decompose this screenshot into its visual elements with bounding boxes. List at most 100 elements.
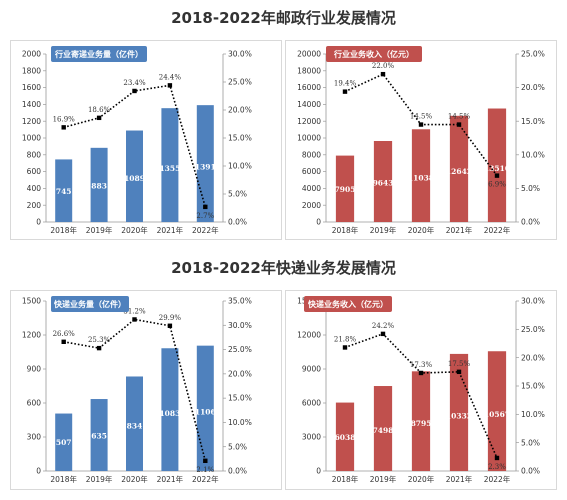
- growth-marker: [456, 122, 462, 127]
- left-axis-tick-label: 14000: [297, 100, 321, 109]
- section-title-express: 2018-2022年快递业务发展情况: [171, 259, 396, 277]
- left-axis-tick-label: 2000: [302, 201, 321, 210]
- growth-marker: [203, 204, 208, 210]
- bar: [126, 130, 143, 222]
- right-axis-tick-label: 30.0%: [228, 321, 252, 330]
- x-tick-label: 2022年: [192, 225, 219, 235]
- x-tick-label: 2022年: [484, 225, 511, 235]
- legend-box: [304, 296, 392, 312]
- growth-marker: [342, 345, 348, 350]
- growth-value-label: 2.3%: [488, 463, 506, 471]
- growth-value-label: 21.8%: [334, 335, 357, 343]
- legend-label: 快递业务收入（亿元）: [308, 299, 388, 309]
- growth-marker: [342, 89, 348, 94]
- bar-value-label: 1355: [159, 164, 180, 173]
- bar: [196, 345, 214, 471]
- bar: [487, 108, 507, 222]
- growth-marker: [132, 317, 137, 322]
- chart-svg-express-revenue: 030006000900012000150000.0%5.0%10.0%15.0…: [297, 296, 545, 484]
- left-axis-tick-label: 20000: [297, 50, 321, 59]
- growth-value-label: 17.5%: [448, 360, 471, 368]
- right-axis-tick-label: 5.0%: [521, 438, 540, 447]
- legend-label: 行业业务收入（亿元）: [333, 49, 414, 59]
- right-axis-tick-label: 10.0%: [521, 410, 545, 419]
- right-axis-tick-label: 15.0%: [521, 117, 545, 126]
- bar: [90, 399, 108, 471]
- growth-value-label: 25.3%: [88, 336, 111, 344]
- growth-marker: [418, 122, 424, 127]
- bar-value-label: 10332: [446, 411, 472, 420]
- left-axis-tick-label: 0: [316, 467, 321, 476]
- left-axis-tick-label: 0: [36, 218, 41, 227]
- left-axis-tick-label: 4000: [302, 184, 321, 193]
- bar: [373, 386, 393, 471]
- left-axis-tick-label: 18000: [297, 66, 321, 75]
- growth-value-label: 26.6%: [53, 330, 76, 338]
- x-tick-label: 2020年: [121, 474, 148, 484]
- right-axis-tick-label: 20.0%: [228, 106, 252, 115]
- left-axis-tick-label: 800: [27, 150, 42, 159]
- chart-express-volume: 0 300 600 900 1200 1500 0.0% 5.0% 10.0% 15.0% 20.0…: [10, 290, 282, 490]
- right-axis-tick-label: 25.0%: [228, 78, 252, 87]
- legend-label: 行业寄递业务量（亿件）: [54, 49, 143, 59]
- right-axis-tick-label: 30.0%: [521, 297, 545, 306]
- growth-value-label: 2.7%: [196, 212, 214, 220]
- growth-marker: [167, 83, 173, 88]
- right-axis-tick-label: 15.0%: [228, 134, 252, 143]
- bar-value-label: 10567: [484, 410, 510, 419]
- bar: [411, 371, 431, 471]
- left-axis-tick-label: 1400: [22, 100, 41, 109]
- right-axis-tick-label: 20.0%: [521, 83, 545, 92]
- growth-marker: [96, 345, 102, 351]
- growth-marker: [380, 71, 386, 77]
- x-tick-label: 2020年: [121, 225, 148, 235]
- growth-marker: [96, 115, 102, 121]
- right-axis-tick-label: 0.0%: [228, 467, 247, 476]
- growth-value-label: 24.4%: [159, 73, 182, 81]
- section-title-postal: 2018-2022年邮政行业发展情况: [171, 9, 396, 27]
- bar-value-label: 8795: [411, 419, 432, 428]
- right-axis-tick-label: 0.0%: [228, 218, 247, 227]
- bar: [161, 348, 179, 471]
- left-axis-tick-label: 1200: [22, 331, 41, 340]
- legend-label: 快递业务量（亿件）: [54, 299, 126, 309]
- growth-value-label: 29.9%: [159, 314, 182, 322]
- bar: [373, 140, 393, 222]
- growth-marker: [203, 458, 208, 463]
- left-axis-tick-label: 6000: [302, 167, 321, 176]
- bar-value-label: 7498: [373, 426, 394, 435]
- bar: [161, 108, 179, 222]
- bar: [55, 413, 73, 471]
- left-axis-tick-label: 8000: [302, 150, 321, 159]
- left-axis-tick-label: 12000: [297, 331, 321, 340]
- right-axis-tick-label: 5.0%: [228, 442, 247, 451]
- growth-value-label: 17.3%: [410, 361, 433, 369]
- right-axis-tick-label: 10.0%: [521, 150, 545, 159]
- x-tick-label: 2021年: [157, 225, 184, 235]
- right-axis-tick-label: 25.0%: [228, 345, 252, 354]
- right-axis-tick-label: 25.0%: [521, 50, 545, 59]
- right-axis-tick-label: 30.0%: [228, 50, 252, 59]
- x-tick-label: 2022年: [484, 474, 511, 484]
- growth-marker: [167, 323, 173, 328]
- chart-postal-volume: 0 200 400 600 800 1000 1200 1400 1600 1800 2000 0.0…: [10, 40, 282, 240]
- bar-value-label: 1391: [195, 162, 216, 171]
- growth-marker: [61, 339, 66, 344]
- growth-value-label: 23.4%: [123, 79, 146, 87]
- growth-value-label: 22.0%: [372, 62, 395, 70]
- growth-line: [63, 84, 207, 208]
- bar-value-label: 1106: [195, 408, 216, 417]
- left-axis-tick-label: 1800: [22, 66, 41, 75]
- growth-marker: [494, 455, 500, 461]
- growth-value-label: 16.9%: [53, 115, 76, 123]
- growth-value-label: 31.2%: [123, 307, 146, 315]
- left-axis-tick-label: 9000: [302, 365, 321, 374]
- growth-value-label: 2.1%: [196, 466, 214, 474]
- bar-value-label: 12642: [446, 167, 472, 176]
- left-axis-tick-label: 400: [27, 184, 42, 193]
- x-tick-label: 2019年: [370, 474, 397, 484]
- growth-value-label: 6.9%: [488, 181, 506, 189]
- left-axis-tick-label: 900: [27, 365, 42, 374]
- bar-value-label: 6038: [335, 433, 356, 442]
- right-axis-tick-label: 20.0%: [521, 353, 545, 362]
